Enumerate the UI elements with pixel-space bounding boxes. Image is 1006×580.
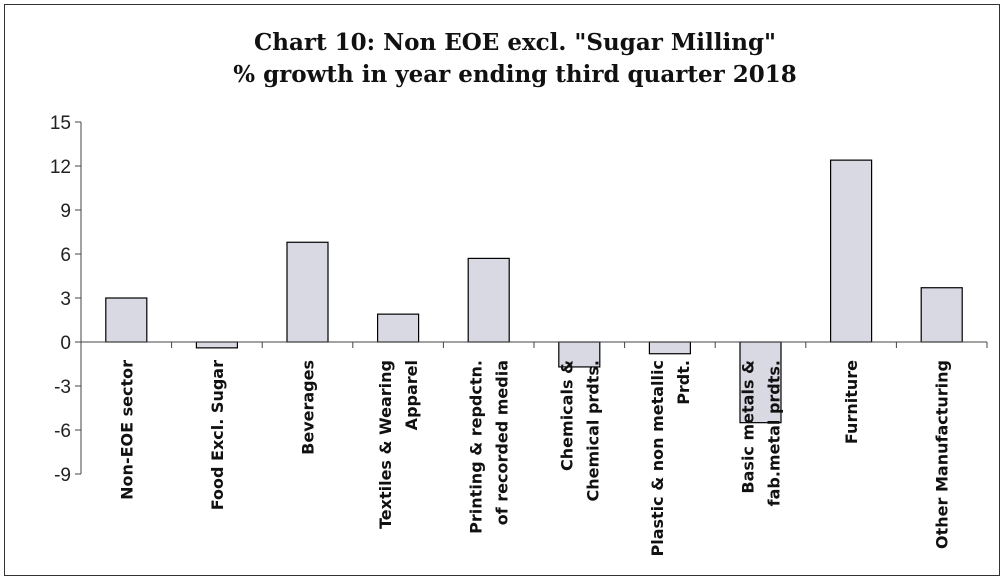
x-tick-label: Printing & repdctn. (467, 360, 486, 534)
x-tick-label: Chemicals & (557, 360, 576, 471)
x-tick-label: Plastic & non metallic (648, 360, 667, 557)
bar (920, 287, 963, 343)
bar (105, 297, 148, 343)
y-tick-label: 3 (60, 289, 71, 310)
x-tick-label: Basic metals & (739, 360, 758, 494)
y-tick-label: -3 (54, 377, 71, 398)
y-tick-label: 0 (60, 333, 71, 354)
bar-chart: Chart 10: Non EOE excl. "Sugar Milling" … (50, 29, 988, 557)
x-tick-label: Chemical prdts. (583, 360, 602, 502)
bars (105, 159, 963, 424)
x-tick-label: Food Excl. Sugar (208, 360, 227, 510)
x-tick-label: Non-EOE sector (117, 360, 136, 500)
x-tick-label: Beverages (299, 360, 318, 455)
x-tick-label: Other Manufacturing (933, 360, 952, 549)
x-tick-label: of recorded media (493, 360, 512, 525)
chart-subtitle: % growth in year ending third quarter 20… (233, 61, 797, 88)
x-tick-label: Prdt. (674, 360, 693, 405)
x-tick-label: fab.metal prdts. (765, 360, 784, 506)
x-tick-labels: Non-EOE sector Food Excl. Sugar Beverages T… (117, 360, 951, 557)
bar (829, 159, 873, 343)
x-tick-label: Furniture (842, 360, 861, 444)
x-tick-label: Apparel (402, 360, 421, 430)
y-axis: 15 12 9 6 3 0 -3 -6 -9 (50, 113, 82, 486)
x-axis (80, 341, 988, 348)
chart-frame: Chart 10: Non EOE excl. "Sugar Milling" … (4, 4, 1000, 576)
x-tick-label: Textiles & Wearing (376, 360, 395, 529)
bar (467, 257, 510, 343)
bar (286, 241, 329, 343)
chart-title: Chart 10: Non EOE excl. "Sugar Milling" (254, 29, 776, 56)
y-tick-label: 15 (50, 113, 71, 134)
bar (377, 313, 420, 343)
bar (648, 341, 692, 355)
y-tick-label: 9 (60, 201, 71, 222)
y-tick-label: -9 (54, 465, 71, 486)
y-tick-label: 6 (60, 245, 71, 266)
y-tick-label: 12 (50, 157, 71, 178)
bar (195, 341, 238, 349)
bar (739, 341, 782, 424)
y-tick-label: -6 (54, 421, 71, 442)
